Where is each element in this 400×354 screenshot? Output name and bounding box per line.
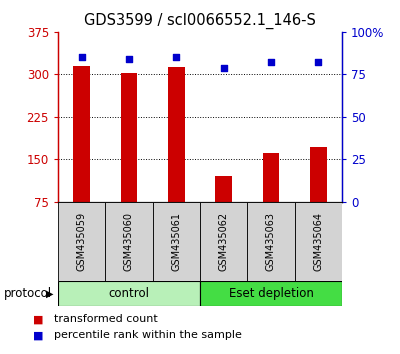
Bar bbox=[58, 202, 105, 281]
Text: GSM435061: GSM435061 bbox=[171, 212, 181, 271]
Bar bbox=[121, 73, 137, 202]
Point bbox=[126, 56, 132, 62]
Text: GSM435059: GSM435059 bbox=[77, 212, 87, 271]
Bar bbox=[263, 153, 279, 202]
Text: protocol: protocol bbox=[4, 287, 52, 300]
Text: GSM435062: GSM435062 bbox=[219, 212, 229, 271]
Text: ▶: ▶ bbox=[46, 289, 54, 298]
Bar bbox=[105, 202, 153, 281]
Bar bbox=[200, 202, 247, 281]
Text: GSM435060: GSM435060 bbox=[124, 212, 134, 271]
Bar bbox=[200, 281, 342, 306]
Point bbox=[315, 59, 322, 65]
Text: transformed count: transformed count bbox=[54, 314, 158, 324]
Bar bbox=[215, 176, 232, 202]
Bar bbox=[168, 67, 185, 202]
Bar bbox=[58, 281, 200, 306]
Bar bbox=[295, 202, 342, 281]
Bar bbox=[247, 202, 295, 281]
Bar bbox=[153, 202, 200, 281]
Text: control: control bbox=[108, 287, 150, 300]
Text: GSM435063: GSM435063 bbox=[266, 212, 276, 271]
Text: ■: ■ bbox=[33, 330, 43, 340]
Point bbox=[173, 55, 180, 60]
Text: percentile rank within the sample: percentile rank within the sample bbox=[54, 330, 242, 340]
Text: ■: ■ bbox=[33, 314, 43, 324]
Bar bbox=[310, 147, 327, 202]
Point bbox=[268, 59, 274, 65]
Point bbox=[78, 55, 85, 60]
Text: GSM435064: GSM435064 bbox=[313, 212, 323, 271]
Bar bbox=[73, 66, 90, 202]
Point bbox=[220, 65, 227, 70]
Text: GDS3599 / scl0066552.1_146-S: GDS3599 / scl0066552.1_146-S bbox=[84, 12, 316, 29]
Text: Eset depletion: Eset depletion bbox=[228, 287, 314, 300]
